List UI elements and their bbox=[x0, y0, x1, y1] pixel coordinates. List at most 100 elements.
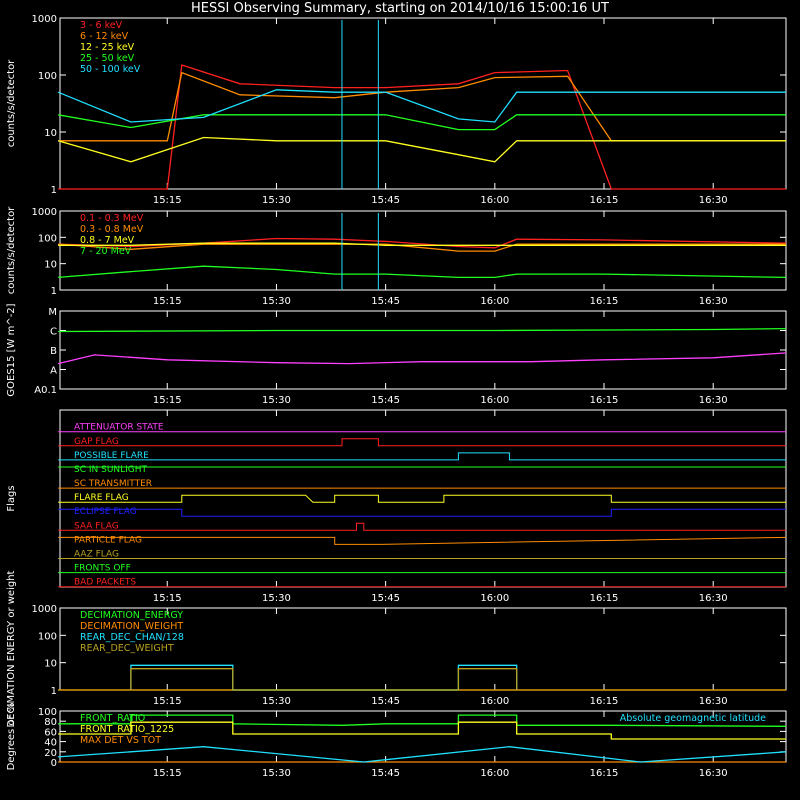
goes-y-tick-label: M bbox=[48, 307, 57, 318]
flag-label-11: BAD PACKETS bbox=[74, 578, 136, 588]
goes-y-tick-label: A0.1 bbox=[34, 385, 57, 396]
ratios-legend-1: FRONT_RATIO_1225 bbox=[80, 724, 174, 735]
lightcurve-high-x-tick-label: 15:30 bbox=[262, 296, 291, 307]
lightcurve-low-x-tick-label: 16:30 bbox=[699, 195, 728, 206]
ratios-y-tick-label: 20 bbox=[44, 748, 57, 759]
ratios-y-tick-label: 40 bbox=[44, 738, 57, 749]
goes-x-tick-label: 15:45 bbox=[371, 395, 400, 406]
goes-y-tick-label: C bbox=[50, 327, 57, 338]
decimation-y-tick-label: 1000 bbox=[32, 604, 57, 615]
flag-label-9: AAZ FLAG bbox=[74, 549, 119, 559]
lightcurve-low-series-2 bbox=[57, 136, 786, 163]
lightcurve-low-legend-2: 12 - 25 keV bbox=[80, 42, 135, 53]
page-title: HESSI Observing Summary, starting on 201… bbox=[191, 1, 609, 16]
flag-label-7: SAA FLAG bbox=[74, 521, 119, 531]
decimation-x-tick-label: 16:15 bbox=[590, 696, 619, 707]
ratios-y-tick-label: 60 bbox=[44, 727, 57, 738]
decimation-legend-0: DECIMATION_ENERGY bbox=[80, 610, 183, 621]
lightcurve-low-legend-1: 6 - 12 keV bbox=[80, 31, 129, 42]
ratios-ylabel: Degrees or % bbox=[6, 703, 17, 771]
lightcurve-high-x-tick-label: 16:15 bbox=[590, 296, 619, 307]
goes-x-tick-label: 16:00 bbox=[480, 395, 509, 406]
flags-x-tick-label: 15:15 bbox=[153, 593, 182, 604]
ratios-x-tick-label: 15:45 bbox=[371, 768, 400, 779]
ratios-legend-2: MAX DET VS TOT bbox=[80, 735, 161, 746]
decimation-y-tick-label: 1 bbox=[51, 686, 57, 697]
goes-x-tick-label: 15:15 bbox=[153, 395, 182, 406]
lightcurve-low-frame bbox=[59, 17, 787, 190]
lightcurve-high-series-3 bbox=[58, 265, 787, 279]
lightcurve-high-y-tick-label: 100 bbox=[38, 233, 57, 244]
decimation-series-3 bbox=[130, 668, 518, 691]
decimation-ylabel: DECIMATION ENERGY or weight bbox=[6, 570, 17, 727]
ratios-series-3 bbox=[58, 746, 787, 763]
flag-line-8 bbox=[58, 536, 787, 545]
lightcurve-low-ylabel: counts/s/detector bbox=[6, 59, 17, 147]
decimation-x-tick-label: 15:15 bbox=[153, 696, 182, 707]
lightcurve-high-series-2 bbox=[58, 242, 786, 246]
lightcurve-high-x-tick-label: 16:00 bbox=[480, 296, 509, 307]
goes-x-tick-label: 15:30 bbox=[262, 395, 291, 406]
lightcurve-high-ylabel: counts/s/detector bbox=[6, 206, 17, 294]
decimation-x-tick-label: 15:45 bbox=[371, 696, 400, 707]
lightcurve-low-legend-3: 25 - 50 keV bbox=[80, 53, 135, 64]
lightcurve-high-legend-3: 7 - 20 MeV bbox=[80, 246, 132, 257]
flag-line-6 bbox=[58, 508, 786, 517]
flags-x-tick-label: 16:15 bbox=[590, 593, 619, 604]
lightcurve-high-x-tick-label: 15:15 bbox=[153, 296, 182, 307]
lightcurve-high-legend-0: 0.1 - 0.3 MeV bbox=[80, 213, 144, 224]
lightcurve-low-x-tick-label: 15:45 bbox=[371, 195, 400, 206]
flag-line-5 bbox=[58, 494, 786, 503]
lightcurve-low-y-tick-label: 100 bbox=[38, 71, 57, 82]
flag-line-1 bbox=[58, 438, 786, 447]
ratios-y-tick-label: 0 bbox=[51, 758, 57, 769]
flag-label-5: FLARE FLAG bbox=[74, 493, 129, 503]
lightcurve-high-x-tick-label: 16:30 bbox=[699, 296, 728, 307]
decimation-x-tick-label: 15:30 bbox=[262, 696, 291, 707]
flags-x-tick-label: 15:45 bbox=[371, 593, 400, 604]
ratios-x-tick-label: 16:00 bbox=[480, 768, 509, 779]
lightcurve-low-x-tick-label: 15:30 bbox=[262, 195, 291, 206]
flag-label-4: SC TRANSMITTER bbox=[74, 479, 152, 489]
lightcurve-low-y-tick-label: 1000 bbox=[32, 14, 57, 25]
goes-x-tick-label: 16:15 bbox=[590, 395, 619, 406]
flag-label-1: GAP FLAG bbox=[74, 437, 119, 447]
flags-x-tick-label: 16:30 bbox=[699, 593, 728, 604]
goes-ylabel: GOES15 [W m^-2] bbox=[6, 303, 17, 396]
lightcurve-high-y-tick-label: 10 bbox=[44, 260, 57, 271]
lightcurve-low-series-0 bbox=[58, 64, 786, 190]
lightcurve-low-legend-4: 50 - 100 keV bbox=[80, 64, 141, 75]
flag-line-7 bbox=[58, 522, 786, 531]
goes-y-tick-label: A bbox=[50, 366, 57, 377]
goes-x-tick-label: 16:30 bbox=[699, 395, 728, 406]
goes-y-tick-label: B bbox=[50, 346, 57, 357]
lightcurve-high-legend-1: 0.3 - 0.8 MeV bbox=[80, 224, 144, 235]
lightcurve-low-series-3 bbox=[57, 114, 786, 131]
flag-line-2 bbox=[58, 452, 786, 461]
ratios-x-tick-label: 15:30 bbox=[262, 768, 291, 779]
ratios-y-tick-label: 100 bbox=[38, 707, 57, 718]
flag-label-8: PARTICLE FLAG bbox=[74, 535, 142, 545]
lightcurve-high-y-tick-label: 1000 bbox=[32, 207, 57, 218]
goes-frame bbox=[59, 310, 787, 390]
lightcurve-low-x-tick-label: 16:15 bbox=[590, 195, 619, 206]
decimation-legend-3: REAR_DEC_WEIGHT bbox=[80, 643, 174, 654]
ratios-y-tick-label: 80 bbox=[44, 717, 57, 728]
lightcurve-high-y-tick-label: 1 bbox=[51, 286, 57, 297]
lightcurve-high-frame bbox=[59, 210, 787, 291]
decimation-x-tick-label: 16:00 bbox=[480, 696, 509, 707]
flag-label-2: POSSIBLE FLARE bbox=[74, 451, 149, 461]
lightcurve-low-series-4 bbox=[57, 89, 786, 123]
lightcurve-high-legend-2: 0.8 - 7 MeV bbox=[80, 235, 135, 246]
ratios-annotation: Absolute geomagnetic latitude bbox=[620, 713, 766, 724]
flags-x-tick-label: 16:00 bbox=[480, 593, 509, 604]
goes-series-1 bbox=[57, 352, 787, 365]
decimation-y-tick-label: 100 bbox=[38, 631, 57, 642]
lightcurve-low-legend-0: 3 - 6 keV bbox=[80, 20, 123, 31]
flags-x-tick-label: 15:30 bbox=[262, 593, 291, 604]
flags-frame bbox=[59, 409, 787, 588]
decimation-x-tick-label: 16:30 bbox=[699, 696, 728, 707]
ratios-x-tick-label: 16:30 bbox=[699, 768, 728, 779]
decimation-legend-2: REAR_DEC_CHAN/128 bbox=[80, 632, 184, 643]
